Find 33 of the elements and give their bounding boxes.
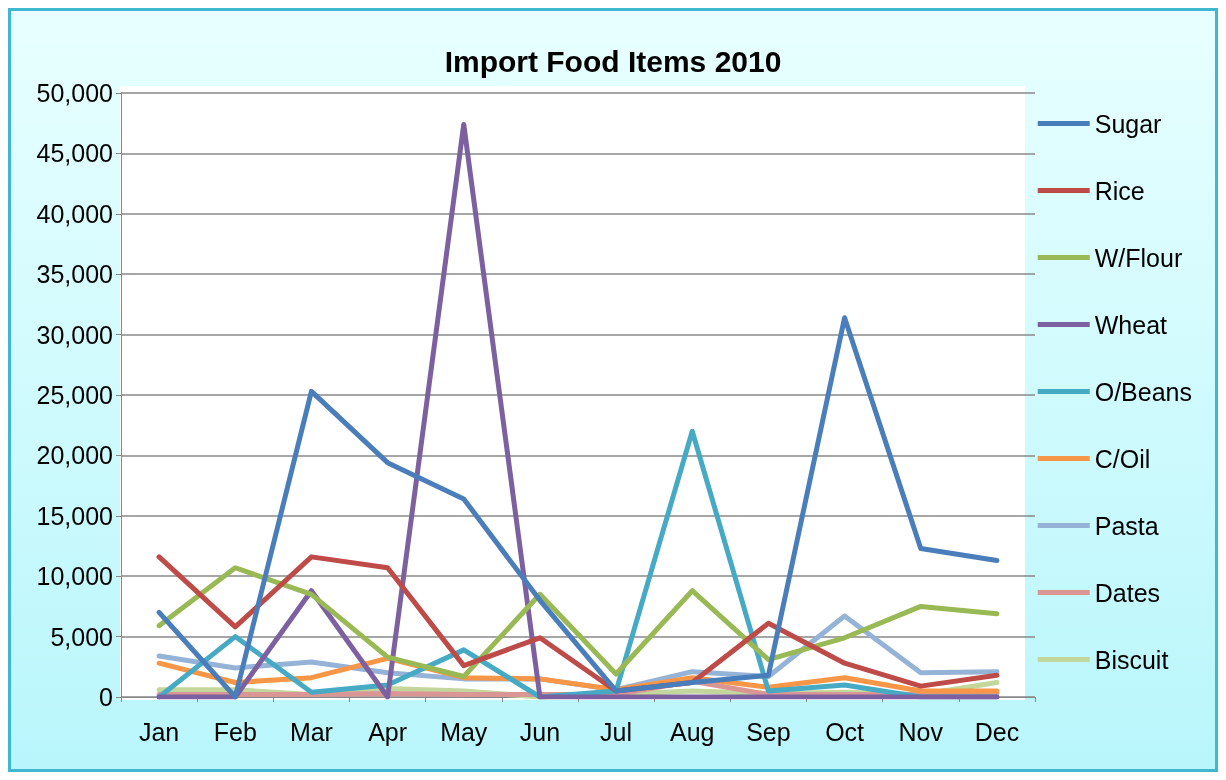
x-tick-label: Dec — [974, 717, 1020, 746]
chart-title: Import Food Items 2010 — [444, 44, 782, 78]
y-tick-label: 40,000 — [36, 199, 113, 228]
legend-label: W/Flour — [1094, 243, 1183, 272]
y-tick-label: 0 — [99, 683, 113, 711]
x-tick-label: May — [440, 717, 488, 746]
legend-label: Rice — [1094, 176, 1145, 205]
legend-label: Pasta — [1094, 511, 1159, 540]
y-tick-label: 45,000 — [36, 139, 113, 168]
x-tick-label: Jun — [519, 717, 561, 746]
y-tick-label: 30,000 — [36, 320, 113, 349]
x-tick-label: Nov — [898, 717, 944, 746]
legend-label: Dates — [1094, 578, 1161, 607]
legend-label: Biscuit — [1094, 645, 1169, 674]
x-tick-label: Feb — [213, 717, 257, 746]
x-tick-label: Aug — [670, 717, 715, 746]
x-tick-label: Jan — [138, 717, 180, 746]
x-tick-label: Jul — [600, 717, 633, 746]
y-tick-label: 15,000 — [36, 501, 113, 530]
x-tick-label: Apr — [368, 717, 408, 746]
x-tick-label: Oct — [825, 717, 865, 746]
x-tick-label: Mar — [289, 717, 333, 746]
y-tick-label: 35,000 — [36, 260, 113, 289]
y-tick-label: 25,000 — [36, 381, 113, 409]
y-tick-label: 10,000 — [36, 562, 113, 591]
y-tick-label: 50,000 — [36, 79, 113, 107]
legend-label: C/Oil — [1094, 444, 1151, 473]
legend-label: O/Beans — [1094, 377, 1192, 406]
y-tick-label: 5,000 — [50, 622, 113, 651]
legend-label: Sugar — [1094, 109, 1162, 138]
legend-label: Wheat — [1094, 310, 1168, 339]
y-tick-label: 20,000 — [36, 441, 113, 470]
x-tick-label: Sep — [746, 717, 791, 746]
